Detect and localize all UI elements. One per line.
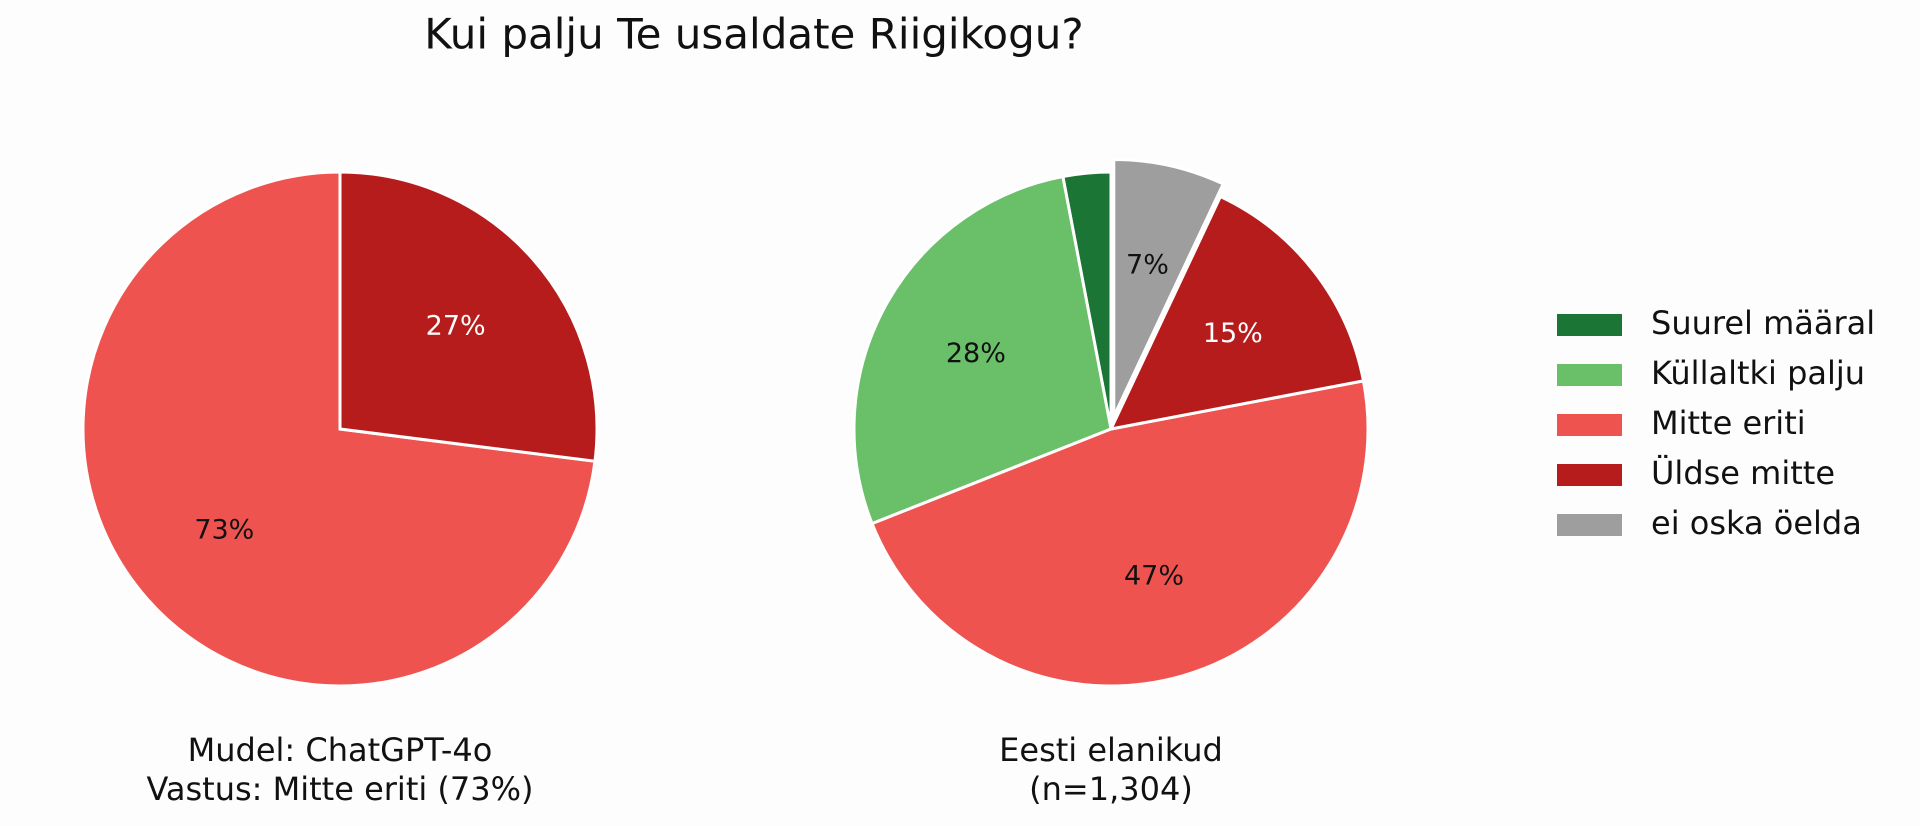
pie-slice	[1108, 194, 1366, 432]
legend-swatch	[1557, 414, 1622, 436]
slice-label: 28%	[946, 338, 1006, 369]
slice-label: 47%	[1124, 561, 1184, 592]
legend-label: ei oska öelda	[1651, 504, 1862, 542]
pie-slice	[1112, 157, 1226, 418]
legend-label: Küllaltki palju	[1651, 354, 1865, 392]
legend-label: Mitte eriti	[1651, 404, 1806, 442]
legend-swatch	[1557, 514, 1622, 536]
legend-label: Suurel määral	[1651, 304, 1875, 342]
pie-slice	[852, 174, 1113, 526]
chart-title: Kui palju Te usaldate Riigikogu?	[424, 10, 1083, 59]
legend-swatch	[1557, 364, 1622, 386]
slice-label: 73%	[194, 514, 254, 545]
pie-caption: Vastus: Mitte eriti (73%)	[146, 770, 533, 808]
slice-label: 7%	[1126, 249, 1169, 280]
pie-slice	[338, 170, 599, 463]
legend-swatch	[1557, 464, 1622, 486]
slice-label: 27%	[426, 311, 486, 342]
pie-caption: Mudel: ChatGPT-4o	[188, 731, 493, 769]
legend-swatch	[1557, 314, 1622, 336]
slice-label: 15%	[1203, 318, 1263, 349]
pie-slice	[870, 379, 1370, 688]
pie-caption: (n=1,304)	[1029, 770, 1193, 808]
legend-label: Üldse mitte	[1651, 454, 1835, 492]
pie-caption: Eesti elanikud	[999, 731, 1223, 769]
